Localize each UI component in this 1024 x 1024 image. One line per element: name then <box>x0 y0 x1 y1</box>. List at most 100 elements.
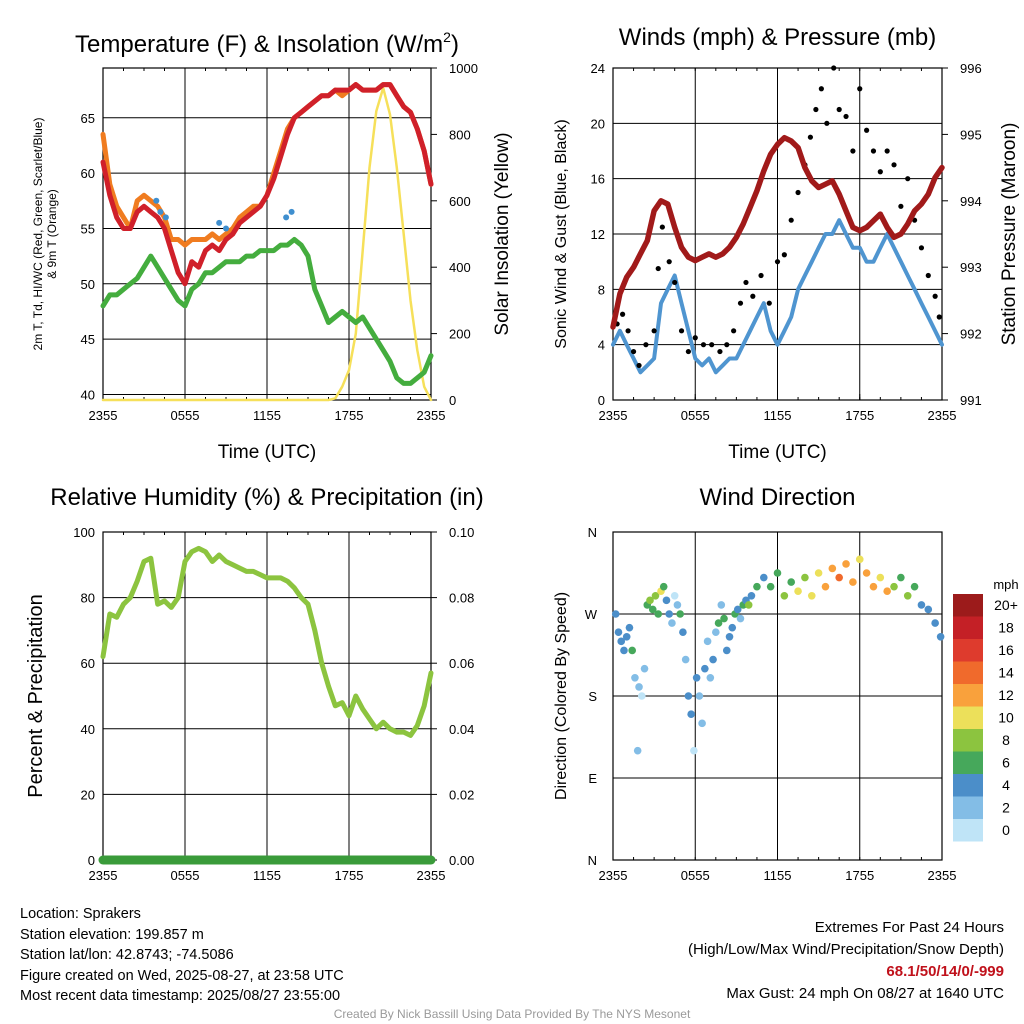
y2-tick-label: 0.10 <box>449 525 474 540</box>
gust-point <box>788 217 794 223</box>
direction-point <box>611 610 620 618</box>
x-tick-label: 1755 <box>335 868 364 883</box>
legend-label: 20+ <box>994 597 1018 613</box>
location-text: Location: Sprakers <box>20 906 141 922</box>
hiwc-point <box>223 225 229 232</box>
chart-title: Relative Humidity (%) & Precipitation (i… <box>50 484 483 511</box>
y-tick-label: 40 <box>81 387 95 402</box>
legend-label: 16 <box>998 642 1014 658</box>
legend-swatch <box>953 796 983 819</box>
direction-point <box>625 623 634 632</box>
gust-point <box>857 86 863 92</box>
direction-point <box>662 596 671 605</box>
y-axis-label: Sonic Wind & Gust (Blue, Black) <box>553 119 570 348</box>
gust-point <box>666 259 672 265</box>
gust-point <box>884 148 890 154</box>
y-tick-label: N <box>588 853 597 868</box>
gust-point <box>709 342 715 348</box>
y2-tick-label: 0 <box>449 393 456 408</box>
direction-point <box>648 605 657 614</box>
gust-point <box>905 176 911 182</box>
x-tick-label: 1755 <box>845 408 874 423</box>
gust-point <box>737 300 744 306</box>
legend-swatch <box>953 594 983 617</box>
y-tick-label: 8 <box>598 282 605 297</box>
legend-label: 8 <box>1002 732 1010 748</box>
y2-tick-label: 0.04 <box>449 722 474 737</box>
x-tick-label: 2355 <box>599 868 628 883</box>
direction-point <box>736 614 745 623</box>
direction-point <box>728 623 737 632</box>
series-td <box>100 237 434 386</box>
title-end: ) <box>451 31 459 58</box>
x-tick-label: 2355 <box>928 868 957 883</box>
y-tick-label: 24 <box>591 61 605 76</box>
direction-point <box>733 605 742 614</box>
gust-point <box>932 293 938 299</box>
y-tick-label: 20 <box>591 116 605 131</box>
y-tick-label: 100 <box>73 525 95 540</box>
gust-point <box>619 311 626 317</box>
direction-point <box>635 683 643 691</box>
direction-point <box>931 619 939 627</box>
y2-tick-label: 0.06 <box>449 656 474 671</box>
gust-point <box>636 362 642 369</box>
y-tick-label: 60 <box>81 656 95 671</box>
direction-point <box>714 619 723 627</box>
gust-point <box>891 162 897 168</box>
series-solar-insolation <box>101 86 433 402</box>
y-axis-label: Direction (Colored By Speed) <box>553 592 570 800</box>
winds-pressure-panel: 2355 0555 1155 1755 235504812162024991992993… <box>553 24 1020 463</box>
gust-point <box>651 328 657 334</box>
direction-point <box>684 692 693 700</box>
y2-tick-label: 800 <box>449 127 471 142</box>
gust-point <box>766 300 772 306</box>
legend-swatch <box>953 684 983 707</box>
direction-point <box>614 628 623 637</box>
direction-point <box>855 555 864 564</box>
chart-title: Winds (mph) & Pressure (mb) <box>619 24 936 51</box>
y-tick-label: 80 <box>81 591 95 606</box>
x-tick-label: 1155 <box>764 408 792 423</box>
series-pressure <box>610 134 945 330</box>
humidity-precip-panel: 2355 0555 1155 1755 23550204060801000.000.02… <box>25 484 484 883</box>
gust-point <box>818 86 824 92</box>
hiwc-point <box>288 208 295 215</box>
y-tick-label: S <box>588 689 597 704</box>
hiwc-point <box>162 214 169 221</box>
gust-point <box>743 279 749 286</box>
max-gust-text: Max Gust: 24 mph On 08/27 at 1640 UTC <box>726 985 1004 1002</box>
extremes-subtitle: (High/Low/Max Wind/Precipitation/Snow De… <box>688 941 1004 958</box>
direction-point <box>725 632 734 641</box>
x-tick-label: 2355 <box>417 408 446 423</box>
legend-label: 10 <box>998 710 1014 726</box>
direction-point <box>701 664 709 673</box>
extremes-values: 68.1/50/14/0/-999 <box>886 963 1004 980</box>
gust-point <box>918 245 925 251</box>
y2-tick-label: 200 <box>449 327 471 342</box>
y2-tick-label: 0.08 <box>449 591 474 606</box>
created-text: Figure created on Wed, 2025-08-27, at 23… <box>20 967 344 984</box>
y2-tick-label: 991 <box>960 393 982 408</box>
series-wind <box>611 218 944 375</box>
hiwc-point <box>157 208 164 215</box>
direction-point <box>869 582 878 591</box>
y-tick-label: 60 <box>81 166 95 181</box>
direction-point <box>637 692 646 700</box>
direction-point <box>651 591 660 600</box>
direction-point <box>703 637 712 646</box>
x-tick-label: 0555 <box>681 868 710 883</box>
direction-point <box>695 692 704 700</box>
direction-point <box>692 673 701 682</box>
direction-point <box>924 605 933 614</box>
y-tick-label: 45 <box>81 332 95 347</box>
extremes-title: Extremes For Past 24 Hours <box>814 919 1004 936</box>
hiwc-point <box>153 197 160 204</box>
direction-point <box>759 573 768 582</box>
x-tick-label: 1155 <box>253 408 281 423</box>
gust-point <box>717 348 723 355</box>
direction-point <box>628 646 636 655</box>
y-tick-label: 50 <box>81 277 95 292</box>
